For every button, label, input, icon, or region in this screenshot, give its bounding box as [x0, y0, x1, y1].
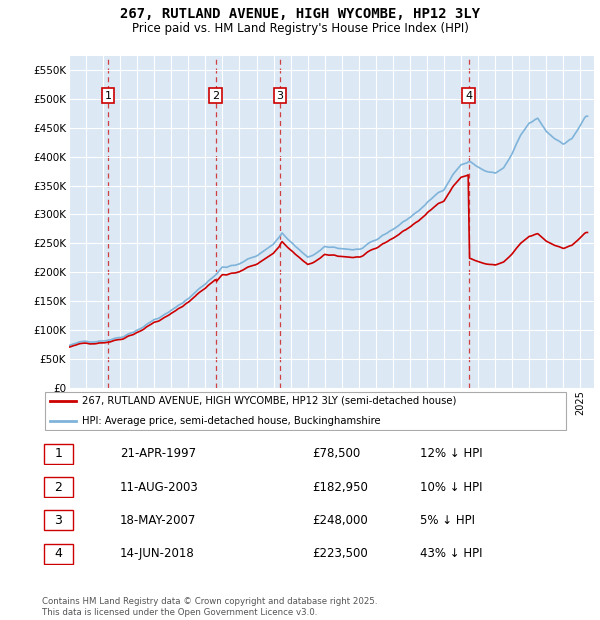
Text: 5% ↓ HPI: 5% ↓ HPI	[420, 514, 475, 527]
Text: 43% ↓ HPI: 43% ↓ HPI	[420, 547, 482, 560]
Text: 14-JUN-2018: 14-JUN-2018	[120, 547, 195, 560]
Text: Contains HM Land Registry data © Crown copyright and database right 2025.
This d: Contains HM Land Registry data © Crown c…	[42, 598, 377, 617]
FancyBboxPatch shape	[44, 544, 73, 564]
Text: 2: 2	[212, 91, 220, 100]
Text: 1: 1	[104, 91, 112, 100]
Text: £248,000: £248,000	[312, 514, 368, 527]
FancyBboxPatch shape	[44, 477, 73, 497]
Text: 4: 4	[55, 547, 62, 560]
Text: 4: 4	[465, 91, 472, 100]
Text: 3: 3	[55, 514, 62, 527]
Text: HPI: Average price, semi-detached house, Buckinghamshire: HPI: Average price, semi-detached house,…	[82, 416, 380, 426]
Text: £223,500: £223,500	[312, 547, 368, 560]
Text: 3: 3	[277, 91, 284, 100]
Text: 267, RUTLAND AVENUE, HIGH WYCOMBE, HP12 3LY (semi-detached house): 267, RUTLAND AVENUE, HIGH WYCOMBE, HP12 …	[82, 396, 456, 405]
Text: £78,500: £78,500	[312, 447, 360, 460]
Text: 10% ↓ HPI: 10% ↓ HPI	[420, 480, 482, 494]
FancyBboxPatch shape	[44, 392, 566, 430]
Text: 12% ↓ HPI: 12% ↓ HPI	[420, 447, 482, 460]
Text: £182,950: £182,950	[312, 480, 368, 494]
Text: 2: 2	[55, 480, 62, 494]
Text: 1: 1	[55, 447, 62, 460]
FancyBboxPatch shape	[44, 510, 73, 531]
Text: 21-APR-1997: 21-APR-1997	[120, 447, 196, 460]
Text: Price paid vs. HM Land Registry's House Price Index (HPI): Price paid vs. HM Land Registry's House …	[131, 22, 469, 35]
FancyBboxPatch shape	[44, 444, 73, 464]
Text: 18-MAY-2007: 18-MAY-2007	[120, 514, 196, 527]
Text: 11-AUG-2003: 11-AUG-2003	[120, 480, 199, 494]
Text: 267, RUTLAND AVENUE, HIGH WYCOMBE, HP12 3LY: 267, RUTLAND AVENUE, HIGH WYCOMBE, HP12 …	[120, 7, 480, 22]
